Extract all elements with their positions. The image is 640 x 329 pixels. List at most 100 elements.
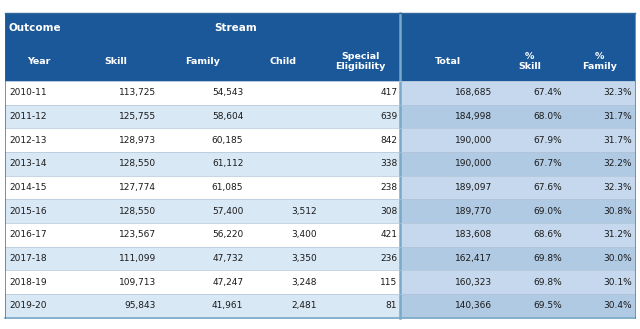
Text: 31.7%: 31.7% — [603, 112, 632, 121]
Text: 31.2%: 31.2% — [603, 230, 632, 240]
Bar — [5, 270, 401, 294]
Text: 113,725: 113,725 — [119, 88, 156, 97]
Bar — [5, 199, 401, 223]
Bar — [401, 270, 635, 294]
Text: Child: Child — [270, 57, 297, 66]
Bar — [5, 152, 401, 176]
Text: 128,973: 128,973 — [119, 136, 156, 145]
Text: 57,400: 57,400 — [212, 207, 243, 216]
Bar — [5, 223, 401, 247]
Text: 54,543: 54,543 — [212, 88, 243, 97]
Text: 30.1%: 30.1% — [603, 278, 632, 287]
Text: 2010-11: 2010-11 — [9, 88, 47, 97]
Text: 61,085: 61,085 — [212, 183, 243, 192]
Text: 123,567: 123,567 — [119, 230, 156, 240]
Bar — [5, 247, 401, 270]
Text: 32.3%: 32.3% — [603, 88, 632, 97]
Text: 67.6%: 67.6% — [533, 183, 562, 192]
Bar — [401, 152, 635, 176]
Text: 32.3%: 32.3% — [603, 183, 632, 192]
Text: 127,774: 127,774 — [119, 183, 156, 192]
Text: 68.0%: 68.0% — [533, 112, 562, 121]
Text: 95,843: 95,843 — [125, 301, 156, 311]
Text: 184,998: 184,998 — [454, 112, 492, 121]
Text: 125,755: 125,755 — [119, 112, 156, 121]
Bar — [5, 81, 401, 105]
Bar — [401, 294, 635, 318]
Text: 308: 308 — [380, 207, 397, 216]
Text: 2018-19: 2018-19 — [9, 278, 47, 287]
Text: 58,604: 58,604 — [212, 112, 243, 121]
Text: Family: Family — [186, 57, 220, 66]
Text: 2017-18: 2017-18 — [9, 254, 47, 263]
Text: 3,400: 3,400 — [291, 230, 317, 240]
Bar — [401, 223, 635, 247]
Text: 41,961: 41,961 — [212, 301, 243, 311]
Bar — [5, 176, 401, 199]
Text: 128,550: 128,550 — [119, 159, 156, 168]
Text: 69.0%: 69.0% — [533, 207, 562, 216]
Text: 2016-17: 2016-17 — [9, 230, 47, 240]
Text: 67.7%: 67.7% — [533, 159, 562, 168]
Text: 115: 115 — [380, 278, 397, 287]
Text: 2013-14: 2013-14 — [9, 159, 47, 168]
Text: 69.5%: 69.5% — [533, 301, 562, 311]
Text: 109,713: 109,713 — [118, 278, 156, 287]
Bar — [401, 199, 635, 223]
Bar — [401, 105, 635, 128]
Text: 32.2%: 32.2% — [603, 159, 632, 168]
Text: 47,732: 47,732 — [212, 254, 243, 263]
Text: %
Skill: % Skill — [518, 52, 541, 71]
Text: 338: 338 — [380, 159, 397, 168]
Text: 60,185: 60,185 — [212, 136, 243, 145]
Bar — [5, 105, 401, 128]
Bar — [5, 13, 635, 42]
Text: 190,000: 190,000 — [454, 136, 492, 145]
Text: 190,000: 190,000 — [454, 159, 492, 168]
Text: 140,366: 140,366 — [454, 301, 492, 311]
Text: 2019-20: 2019-20 — [9, 301, 47, 311]
Text: 31.7%: 31.7% — [603, 136, 632, 145]
Text: 421: 421 — [380, 230, 397, 240]
Text: Year: Year — [27, 57, 50, 66]
Text: 111,099: 111,099 — [118, 254, 156, 263]
Text: 69.8%: 69.8% — [533, 278, 562, 287]
Text: 2014-15: 2014-15 — [9, 183, 47, 192]
Text: 69.8%: 69.8% — [533, 254, 562, 263]
Text: 183,608: 183,608 — [454, 230, 492, 240]
Text: 30.4%: 30.4% — [603, 301, 632, 311]
Text: 162,417: 162,417 — [455, 254, 492, 263]
Text: 2011-12: 2011-12 — [9, 112, 47, 121]
Text: 61,112: 61,112 — [212, 159, 243, 168]
Text: 3,248: 3,248 — [291, 278, 317, 287]
Text: 67.9%: 67.9% — [533, 136, 562, 145]
Text: 30.0%: 30.0% — [603, 254, 632, 263]
Text: 842: 842 — [380, 136, 397, 145]
Text: Total: Total — [435, 57, 461, 66]
Bar — [401, 128, 635, 152]
Text: 160,323: 160,323 — [454, 278, 492, 287]
Text: 236: 236 — [380, 254, 397, 263]
Bar — [5, 42, 635, 81]
Text: 2015-16: 2015-16 — [9, 207, 47, 216]
Text: 47,247: 47,247 — [212, 278, 243, 287]
Text: 56,220: 56,220 — [212, 230, 243, 240]
Bar — [401, 176, 635, 199]
Text: Skill: Skill — [104, 57, 127, 66]
Text: 189,097: 189,097 — [454, 183, 492, 192]
Bar — [401, 247, 635, 270]
Text: 3,512: 3,512 — [291, 207, 317, 216]
Text: 68.6%: 68.6% — [533, 230, 562, 240]
Bar — [5, 294, 401, 318]
Text: Stream: Stream — [214, 23, 257, 33]
Text: 168,685: 168,685 — [454, 88, 492, 97]
Bar — [401, 81, 635, 105]
Text: 639: 639 — [380, 112, 397, 121]
Text: 3,350: 3,350 — [291, 254, 317, 263]
Text: 30.8%: 30.8% — [603, 207, 632, 216]
Text: 238: 238 — [380, 183, 397, 192]
Text: Special
Eligibility: Special Eligibility — [335, 52, 385, 71]
Text: 81: 81 — [386, 301, 397, 311]
Text: 417: 417 — [380, 88, 397, 97]
Text: 2,481: 2,481 — [291, 301, 317, 311]
